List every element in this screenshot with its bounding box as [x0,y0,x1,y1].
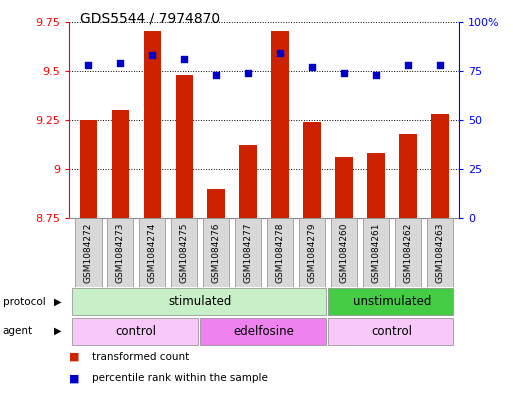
FancyBboxPatch shape [331,218,357,287]
FancyBboxPatch shape [427,218,453,287]
Text: GSM1084263: GSM1084263 [436,222,444,283]
Bar [367,153,385,218]
Bar [431,114,449,218]
Bar [240,145,257,218]
Bar [144,31,161,218]
Text: control: control [371,325,412,338]
FancyBboxPatch shape [395,218,421,287]
Point [84,62,92,68]
FancyBboxPatch shape [363,218,389,287]
Text: ■: ■ [69,352,80,362]
FancyBboxPatch shape [200,318,326,345]
FancyBboxPatch shape [328,288,453,315]
Point [148,52,156,58]
Text: GSM1084272: GSM1084272 [84,222,93,283]
Point [372,72,380,78]
Text: GSM1084279: GSM1084279 [308,222,317,283]
Point [308,64,316,70]
Point [436,62,444,68]
Text: GSM1084274: GSM1084274 [148,222,157,283]
FancyBboxPatch shape [72,288,326,315]
FancyBboxPatch shape [75,218,102,287]
Text: GSM1084276: GSM1084276 [212,222,221,283]
Bar [175,75,193,218]
FancyBboxPatch shape [72,318,198,345]
Text: ■: ■ [69,373,80,383]
Text: protocol: protocol [3,297,45,307]
Text: GDS5544 / 7974870: GDS5544 / 7974870 [80,12,220,26]
Point [276,50,284,56]
Bar [112,110,129,218]
FancyBboxPatch shape [139,218,166,287]
Text: GSM1084277: GSM1084277 [244,222,253,283]
Bar [271,31,289,218]
FancyBboxPatch shape [299,218,325,287]
FancyBboxPatch shape [267,218,293,287]
Point [244,70,252,76]
Text: edelfosine: edelfosine [234,325,294,338]
FancyBboxPatch shape [107,218,133,287]
Text: ▶: ▶ [54,297,62,307]
Point [116,60,125,66]
Text: GSM1084275: GSM1084275 [180,222,189,283]
Text: control: control [116,325,157,338]
Bar [399,134,417,218]
Text: GSM1084278: GSM1084278 [275,222,285,283]
Bar [303,122,321,218]
FancyBboxPatch shape [328,318,453,345]
Bar [207,189,225,218]
Bar [80,120,97,218]
Point [340,70,348,76]
Text: GSM1084260: GSM1084260 [340,222,349,283]
Text: GSM1084261: GSM1084261 [371,222,381,283]
Text: GSM1084262: GSM1084262 [404,222,412,283]
Point [212,72,221,78]
FancyBboxPatch shape [235,218,261,287]
Text: percentile rank within the sample: percentile rank within the sample [92,373,268,383]
Text: stimulated: stimulated [169,295,232,308]
Point [180,56,188,62]
Text: ▶: ▶ [54,326,62,336]
Text: unstimulated: unstimulated [353,295,431,308]
Text: transformed count: transformed count [92,352,190,362]
Text: GSM1084273: GSM1084273 [116,222,125,283]
FancyBboxPatch shape [171,218,198,287]
Bar [336,157,353,218]
FancyBboxPatch shape [203,218,229,287]
Point [404,62,412,68]
Text: agent: agent [3,326,33,336]
